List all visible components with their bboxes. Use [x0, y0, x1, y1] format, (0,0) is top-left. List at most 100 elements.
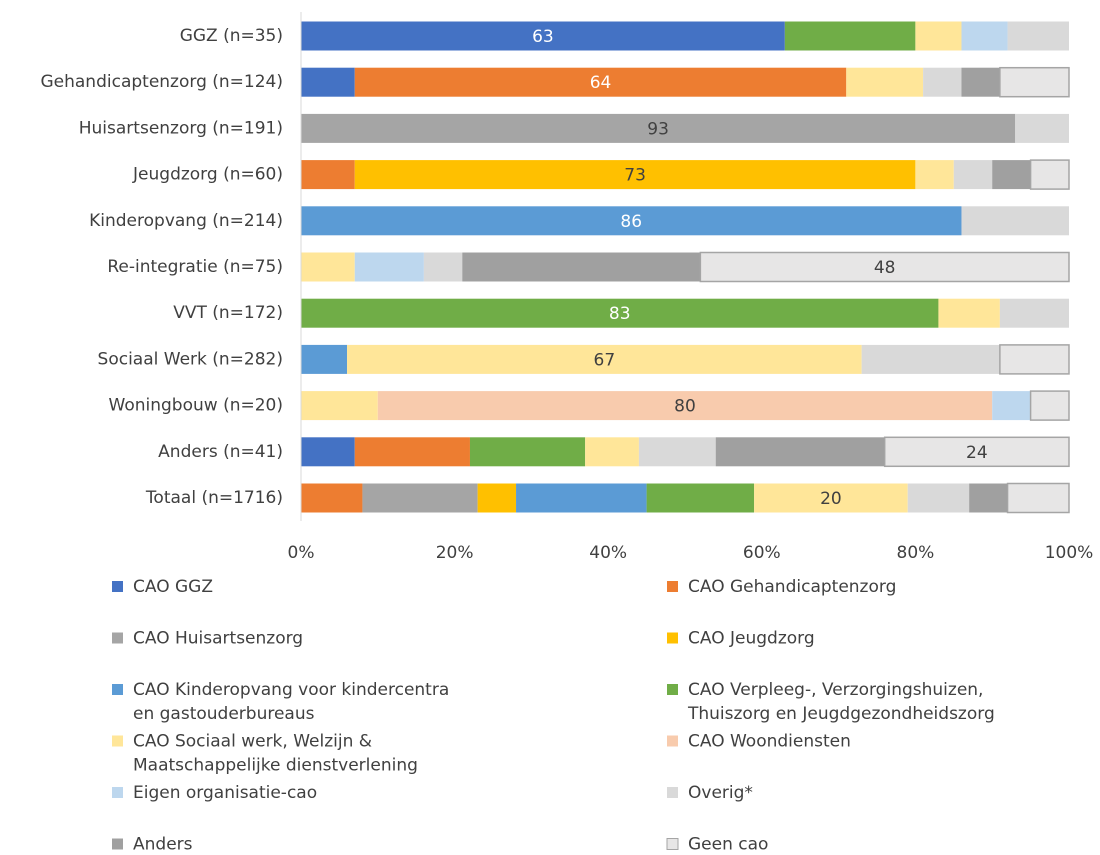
- x-tick-label: 100%: [1045, 543, 1094, 563]
- bar-segment: [301, 160, 355, 190]
- bar-segment: [784, 21, 916, 51]
- legend-swatch: [112, 838, 123, 850]
- bar-segment: [715, 437, 885, 467]
- bar-segment: [1029, 159, 1070, 190]
- bar-segment: [354, 437, 470, 467]
- legend-line: Eigen organisatie-cao: [133, 783, 317, 803]
- legend-label: CAO GGZ: [133, 577, 213, 597]
- data-label: 73: [624, 166, 646, 186]
- category-label: Jeugdzorg (n=60): [132, 165, 283, 185]
- bar-segment: [915, 21, 962, 51]
- bar-segment: [377, 391, 993, 421]
- bar-segment: [354, 252, 424, 282]
- legend-line: Overig*: [688, 783, 753, 803]
- category-label: Sociaal Werk (n=282): [98, 349, 283, 369]
- legend-label: CAO Kinderopvang voor kindercentra en gas…: [133, 680, 449, 724]
- bar-segment: [462, 252, 701, 282]
- bar-segment: [301, 344, 348, 374]
- legend-label: CAO Sociaal werk, Welzijn & Maatschappeli…: [133, 732, 418, 776]
- category-label: GGZ (n=35): [180, 26, 283, 46]
- legend-swatch: [112, 684, 123, 695]
- category-label: Woningbouw (n=20): [109, 396, 283, 416]
- bar-segment: [516, 483, 647, 513]
- legend-line: Geen cao: [688, 835, 768, 855]
- bar-segment: [999, 298, 1069, 328]
- data-label: 83: [609, 304, 631, 324]
- legend-line: CAO Sociaal werk, Welzijn &: [133, 732, 372, 752]
- data-label: 64: [590, 73, 612, 93]
- legend-swatch: [112, 632, 123, 644]
- bar-segment: [477, 483, 517, 513]
- bar-segment: [961, 21, 1008, 51]
- bar-segment: [923, 67, 962, 97]
- x-tick-label: 80%: [897, 543, 935, 563]
- legend-line: CAO Verpleeg-, Verzorgingshuizen,: [688, 680, 983, 700]
- legend-swatch: [667, 787, 678, 798]
- x-tick-label: 40%: [589, 543, 627, 563]
- x-tick-label: 60%: [743, 543, 781, 563]
- legend-label: Anders: [133, 835, 193, 855]
- legend-swatch: [112, 787, 123, 798]
- bar-segment: [301, 391, 378, 421]
- bar-segment: [699, 251, 1070, 283]
- bar-segment: [301, 21, 785, 51]
- bar-segment: [301, 437, 355, 467]
- bar-segment: [1007, 21, 1069, 51]
- bar-segment: [1029, 390, 1070, 421]
- bar-segment: [754, 483, 908, 513]
- data-label: 80: [674, 397, 696, 417]
- legend-swatch: [112, 735, 123, 747]
- data-label: 20: [820, 489, 842, 509]
- bar-segment: [347, 344, 862, 374]
- legend-label: Overig*: [688, 783, 753, 803]
- legend-label: Eigen organisatie-cao: [133, 783, 317, 803]
- bar-segment: [961, 206, 1069, 236]
- data-label: 24: [966, 443, 988, 463]
- legend-swatch: [667, 632, 678, 644]
- bar-segment: [354, 160, 916, 190]
- legend-label: CAO Huisartsenzorg: [133, 629, 303, 649]
- bar-segment: [938, 298, 1000, 328]
- bar-segment: [423, 252, 463, 282]
- legend-line: Anders: [133, 835, 193, 855]
- legend-line: CAO Gehandicaptenzorg: [688, 577, 896, 597]
- bar-segment: [301, 206, 962, 236]
- category-label: Gehandicaptenzorg (n=124): [40, 72, 283, 92]
- legend-swatch: [667, 735, 678, 747]
- category-label: Re-integratie (n=75): [107, 257, 283, 277]
- x-tick-label: 20%: [436, 543, 474, 563]
- legend-line: Maatschappelijke dienstverlening: [133, 756, 418, 776]
- category-label: Kinderopvang (n=214): [89, 211, 283, 231]
- legend-label: CAO Woondiensten: [688, 732, 851, 752]
- bar-segment: [992, 160, 1031, 190]
- bar-segment: [999, 66, 1070, 98]
- legend-swatch: [666, 838, 679, 850]
- bar-segment: [915, 160, 954, 190]
- bar-segment: [362, 483, 478, 513]
- legend-label: Geen cao: [688, 835, 768, 855]
- bar-segment: [301, 252, 355, 282]
- legend-line: CAO GGZ: [133, 577, 213, 597]
- bar-segment: [469, 437, 586, 467]
- legend-line: en gastouderbureaus: [133, 704, 315, 724]
- bar-segment: [301, 67, 355, 97]
- bar-segment: [301, 483, 363, 513]
- bar-segment: [883, 436, 1070, 468]
- data-label: 86: [620, 212, 642, 232]
- legend-swatch: [112, 581, 123, 592]
- bar-segment: [861, 344, 1000, 374]
- bar-segment: [846, 67, 924, 97]
- bar-segment: [638, 437, 716, 467]
- category-label: VVT (n=172): [173, 303, 283, 323]
- bar-segment: [907, 483, 970, 513]
- legend-line: CAO Huisartsenzorg: [133, 629, 303, 649]
- x-tick-label: 0%: [288, 543, 315, 563]
- legend-line: CAO Jeugdzorg: [688, 629, 815, 649]
- bar-segment: [301, 113, 1016, 143]
- data-label: 48: [874, 258, 896, 278]
- category-label: Totaal (n=1716): [145, 488, 283, 508]
- legend-line: Thuiszorg en Jeugdgezondheidszorg: [687, 704, 995, 724]
- category-label: Anders (n=41): [158, 442, 283, 462]
- legend-label: CAO Gehandicaptenzorg: [688, 577, 896, 597]
